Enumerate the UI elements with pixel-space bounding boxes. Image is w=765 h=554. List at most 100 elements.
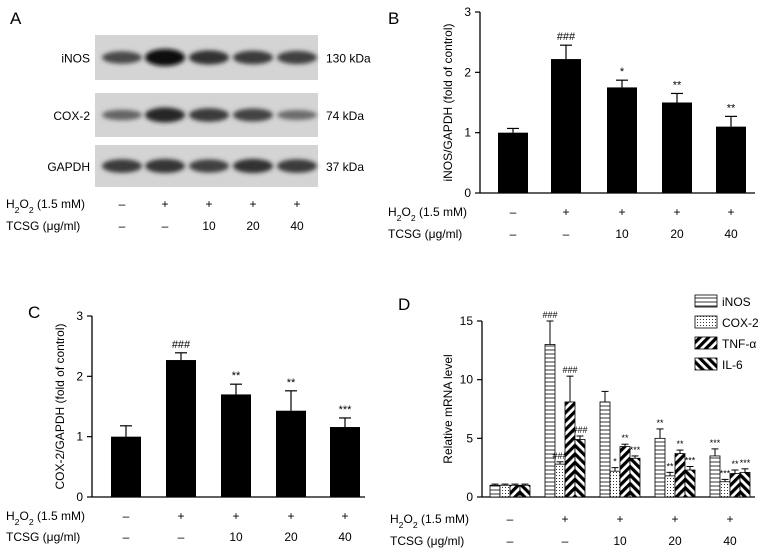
y-tick-label: 1 [464, 126, 471, 140]
blot-band [145, 49, 185, 66]
significance-mark: ** [727, 102, 736, 114]
tcsg-condition-3: 20 [668, 534, 682, 548]
bar-il6 [739, 471, 751, 498]
tcsg-condition-0: – [507, 534, 514, 548]
blot-band [233, 158, 273, 174]
significance-mark: ### [542, 310, 557, 320]
bar-tnf [564, 401, 576, 498]
bar-il6 [684, 469, 696, 498]
bar-inos [489, 484, 501, 498]
h2o2-label: H2O2 (1.5 mM) [6, 509, 85, 527]
panel-letter-c: C [28, 303, 40, 322]
tcsg-condition-2: 10 [229, 530, 243, 544]
bar-tnf [619, 446, 631, 498]
h2o2-condition-2: + [616, 512, 623, 526]
legend-label: TNF-α [722, 337, 756, 351]
tcsg-label: TCSG (μg/ml) [390, 534, 464, 548]
tcsg-condition-1: – [563, 227, 570, 241]
blot-size-label: 37 kDa [326, 160, 364, 174]
significance-mark: *** [740, 458, 751, 468]
bar-il6 [574, 439, 586, 498]
bar [662, 102, 692, 193]
h2o2-condition-0: – [123, 509, 130, 523]
bar-il6 [519, 484, 531, 498]
blot-protein-label: GAPDH [47, 160, 90, 174]
panel-letter-a: A [10, 9, 22, 28]
significance-mark: ### [172, 339, 191, 351]
bar-tnf [729, 473, 741, 498]
h2o2-condition-2: + [205, 197, 212, 211]
y-tick-label: 2 [76, 369, 83, 383]
bar [221, 394, 251, 497]
blot-size-label: 130 kDa [326, 52, 371, 66]
y-axis-title: Relative mRNA level [441, 354, 455, 463]
bar-inos [599, 401, 611, 498]
bar-cox2 [609, 470, 621, 498]
significance-mark: ** [656, 418, 664, 428]
tcsg-condition-1: – [162, 219, 169, 233]
y-tick-label: 1 [76, 430, 83, 444]
significance-mark: *** [630, 445, 641, 455]
tcsg-condition-4: 40 [723, 534, 737, 548]
significance-mark: ** [731, 459, 739, 469]
bar-cox2 [664, 475, 676, 498]
tcsg-condition-4: 40 [338, 530, 352, 544]
h2o2-condition-4: + [726, 512, 733, 526]
significance-mark: ** [673, 79, 682, 91]
h2o2-condition-0: – [119, 197, 126, 211]
y-tick-label: 0 [466, 490, 473, 504]
tcsg-condition-2: 10 [615, 227, 629, 241]
bar-cox2 [554, 463, 566, 498]
significance-mark: ### [552, 451, 567, 461]
bar-inos [709, 455, 721, 498]
tcsg-label: TCSG (μg/ml) [6, 530, 80, 544]
tcsg-condition-3: 20 [246, 219, 260, 233]
h2o2-condition-2: + [618, 205, 625, 219]
h2o2-condition-4: + [727, 205, 734, 219]
h2o2-condition-0: – [507, 512, 514, 526]
bar [716, 126, 746, 193]
significance-mark: ### [557, 31, 576, 43]
significance-mark: *** [720, 468, 731, 478]
h2o2-condition-4: + [341, 509, 348, 523]
bar [551, 59, 581, 194]
bar [111, 436, 141, 497]
bar [607, 87, 637, 193]
tcsg-condition-3: 20 [284, 530, 298, 544]
bar-il6 [629, 457, 641, 498]
blot-protein-label: COX-2 [53, 109, 90, 123]
significance-mark: ** [287, 377, 296, 389]
significance-mark: ** [232, 370, 241, 382]
blot-protein-label: iNOS [61, 52, 90, 66]
bar [330, 427, 360, 497]
bar [166, 360, 196, 497]
blot-band [277, 50, 317, 65]
y-tick-label: 2 [464, 65, 471, 79]
h2o2-condition-3: + [287, 509, 294, 523]
tcsg-condition-2: 10 [202, 219, 216, 233]
tcsg-condition-4: 40 [290, 219, 304, 233]
y-tick-label: 15 [460, 314, 474, 328]
tcsg-condition-0: – [510, 227, 517, 241]
h2o2-condition-4: + [293, 197, 300, 211]
blot-band [189, 159, 229, 173]
bar [498, 132, 528, 193]
bar-tnf [674, 453, 686, 498]
bar-tnf [509, 484, 521, 498]
y-axis-title: COX-2/GAPDH (fold of control) [53, 323, 67, 489]
h2o2-condition-3: + [671, 512, 678, 526]
bar-cox2 [719, 481, 731, 498]
blot-band [102, 159, 142, 173]
bar-cox2 [499, 484, 511, 498]
h2o2-condition-1: + [561, 512, 568, 526]
y-tick-label: 0 [76, 490, 83, 504]
blot-band [233, 50, 273, 65]
legend-swatch [694, 294, 718, 308]
h2o2-condition-1: + [177, 509, 184, 523]
significance-mark: * [613, 457, 617, 467]
tcsg-condition-3: 20 [670, 227, 684, 241]
blot-band [102, 109, 142, 121]
significance-mark: ** [621, 433, 629, 443]
